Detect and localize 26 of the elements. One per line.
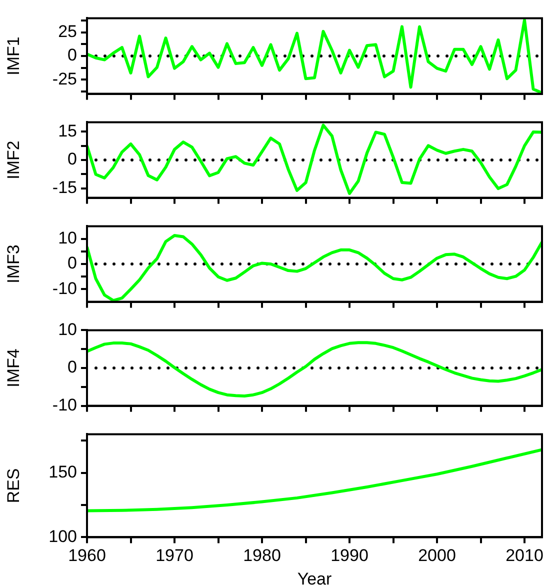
y-axis-title: IMF4: [4, 348, 23, 388]
y-tick-label: -10: [52, 278, 77, 298]
y-tick-label: -15: [52, 178, 77, 198]
x-axis-title: Year: [297, 569, 332, 585]
y-tick-label: 0: [68, 150, 77, 169]
y-tick-label: 0: [68, 254, 77, 273]
x-tick-label: 1990: [330, 546, 368, 566]
x-tick-label: 2010: [506, 546, 544, 566]
y-tick-label: 0: [68, 358, 77, 377]
y-axis-title: IMF3: [4, 244, 23, 284]
y-axis-title: IMF1: [4, 36, 23, 76]
y-tick-label: -10: [52, 395, 77, 414]
x-tick-label: 1980: [243, 546, 281, 566]
y-tick-label: 0: [68, 46, 77, 65]
x-tick-label: 1960: [68, 546, 106, 566]
y-tick-label: 15: [58, 121, 77, 140]
y-tick-label: 100: [48, 526, 77, 546]
y-tick-label: 150: [48, 462, 77, 482]
y-tick-label: -25: [52, 69, 77, 88]
x-tick-label: 1970: [156, 546, 194, 566]
y-axis-title: RES: [4, 468, 23, 504]
y-tick-label: 10: [58, 320, 77, 339]
y-axis-title: IMF2: [4, 140, 23, 180]
y-tick-label: 10: [58, 228, 77, 248]
y-tick-label: 25: [58, 22, 77, 42]
x-tick-label: 2000: [418, 546, 456, 566]
